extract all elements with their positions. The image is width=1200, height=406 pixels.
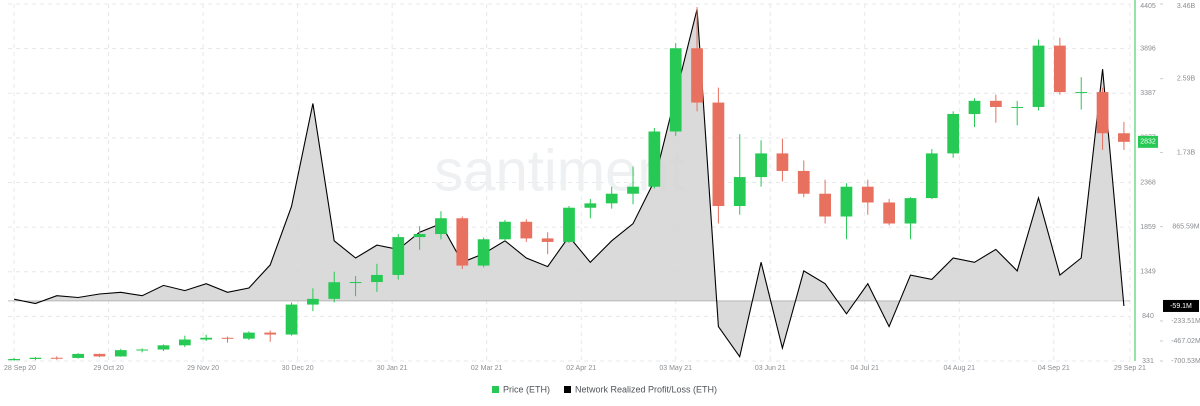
candle-body [563,207,575,242]
x-tick-label: 03 May 21 [659,365,692,372]
candle-body [8,358,20,361]
candle-body [947,113,960,154]
y-tick-label: 4405 [1140,3,1156,10]
candle-body [285,304,298,335]
candle-body [712,102,725,206]
candle-body [904,198,917,224]
candle-body [72,353,84,358]
candle-body [584,203,597,208]
candle-body [242,332,255,339]
candle-body [968,100,981,114]
y2-tick-label: 3.46B [1177,3,1196,10]
candle-body [669,48,682,132]
x-tick-label: 28 Sep 20 [4,365,36,372]
candle-body [1032,45,1045,107]
candle-body [733,177,746,206]
x-tick-label: 30 Dec 20 [282,365,314,372]
legend-label: Price (ETH) [503,384,550,394]
watermark: santiment [434,138,685,203]
legend-swatch [564,386,571,393]
candle-body [520,221,533,239]
y2-tick-label: 1.73B [1177,149,1196,156]
y-tick-label: 1349 [1140,269,1156,276]
last-value-label: -59.1M [1170,303,1192,310]
y-tick-label: 2368 [1140,179,1156,186]
candle-body [819,193,831,217]
candle-body [136,349,149,351]
candle-body [477,239,490,266]
candle-body [157,345,170,350]
x-tick-label: 30 Jan 21 [377,365,408,372]
x-tick-label: 29 Oct 20 [93,365,123,372]
candle-body [627,186,639,194]
candle-body [435,218,447,235]
y2-tick-label: 2.59B [1177,75,1196,82]
candle-body [349,282,362,284]
y2-tick-label: -467.02M [1171,338,1200,345]
y-tick-label: 3387 [1140,90,1156,97]
x-tick-label: 04 Aug 21 [943,365,975,372]
candle-body [50,357,63,359]
candle-body [221,337,234,339]
candle-body [413,234,426,238]
x-tick-label: 02 Apr 21 [566,365,596,372]
candle-body [797,170,810,194]
y2-tick-label: -700.53M [1171,358,1200,365]
x-tick-label: 02 Mar 21 [471,365,503,372]
candle-body [861,186,874,203]
y-tick-label: 331 [1142,358,1154,365]
candle-body [178,339,191,346]
y-tick-label: 3896 [1140,45,1156,52]
candle-body [307,298,319,305]
last-value-box [1163,299,1199,312]
last-value-label: 2832 [1140,139,1156,146]
x-tick-label: 04 Sep 21 [1038,365,1070,372]
candle-body [392,237,405,275]
candle-body [264,332,277,335]
candle-body [925,153,938,199]
candle-body [541,238,554,242]
x-tick-label: 04 Jul 21 [851,365,880,372]
candle-body [499,221,511,240]
candle-body [1054,45,1066,93]
candle-body [29,357,42,359]
candle-body [200,337,213,340]
candle-body [1118,133,1130,142]
candle-body [840,186,853,217]
axes: 33184013491859236828773387389644053.46B2… [4,0,1200,372]
y2-tick-label: 865.59M [1172,223,1199,230]
candle-body [328,282,341,299]
candle-body [1011,106,1024,108]
pnl-area [14,9,1124,357]
candle-body [755,153,767,178]
plot-area [8,7,1130,361]
candle-body [371,274,383,283]
candle-body [691,48,703,103]
last-value-box [1138,135,1158,148]
candle-body [114,350,127,357]
y-tick-label: 840 [1142,313,1154,320]
y2-tick-label: -233.51M [1171,318,1200,325]
candle-body [605,193,618,204]
x-tick-label: 29 Sep 21 [1114,365,1146,372]
legend-swatch [492,386,499,393]
candle-body [1096,92,1109,134]
legend-label: Network Realized Profit/Loss (ETH) [575,384,717,394]
candle-body [93,353,106,357]
candle-body [648,131,661,187]
x-tick-label: 29 Nov 20 [187,365,219,372]
candle-body [456,218,469,266]
candle-body [776,153,789,171]
y-tick-label: 1859 [1140,224,1156,231]
legend: Price (ETH) Network Realized Profit/Loss … [492,384,717,394]
candle-body [1075,92,1088,94]
candle-body [989,100,1002,107]
x-tick-label: 03 Jun 21 [755,365,786,372]
candle-body [883,202,896,224]
